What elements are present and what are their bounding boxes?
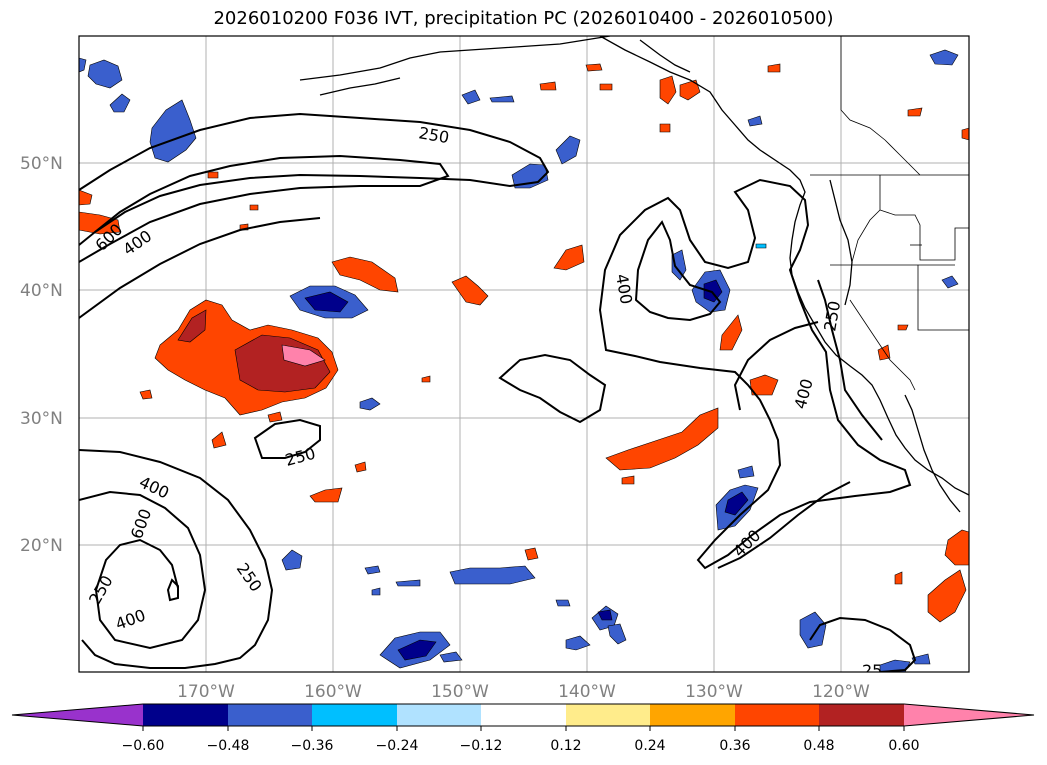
longitude-labels: 170°W 160°W 150°W 140°W 130°W 120°W [177,682,870,702]
colorbar-segment [481,704,566,726]
colorbar-segment [650,704,735,726]
lat-label-20n: 20°N [20,536,63,556]
lat-label-30n: 30°N [20,409,63,429]
colorbar-segment [566,704,650,726]
ivt-contours [79,112,917,672]
contour-label: 25 [862,661,882,680]
precip-positive-regions [79,63,969,623]
latitude-labels: 50°N 40°N 30°N 20°N [20,154,63,556]
lat-label-40n: 40°N [20,281,63,301]
colorbar-segment [735,704,819,726]
colorbar-segment [819,704,904,726]
colorbar-tick-label: −0.24 [376,738,419,754]
colorbar-high-extension [904,704,1034,726]
colorbar-tick-label: −0.36 [291,738,334,754]
colorbar-tick-label: 0.60 [888,738,919,754]
coastline [299,36,969,513]
lon-label-130w: 130°W [685,682,743,702]
lon-label-150w: 150°W [431,682,489,702]
lon-label-120w: 120°W [812,682,870,702]
lat-label-50n: 50°N [20,154,63,174]
colorbar-tick-label: 0.48 [803,738,834,754]
colorbar: −0.60 −0.48 −0.36 −0.24 −0.12 0.12 0.24 … [11,703,1035,754]
colorbar-segment [143,704,228,726]
colorbar-segment [312,704,397,726]
colorbar-segment [228,704,312,726]
map-title: 2026010200 F036 IVT, precipitation PC (2… [213,8,834,29]
map-frame [78,35,970,673]
colorbar-tick-label: −0.48 [207,738,250,754]
colorbar-tick-label: 0.36 [719,738,750,754]
lon-label-140w: 140°W [558,682,616,702]
precip-negative-regions [79,49,959,672]
colorbar-segment [397,704,481,726]
lon-label-170w: 170°W [177,682,235,702]
colorbar-tick-label: −0.60 [122,738,165,754]
graticule [79,36,969,672]
colorbar-tick-label: 0.12 [550,738,581,754]
colorbar-low-extension [12,704,143,726]
political-boundaries [810,36,969,391]
lon-label-160w: 160°W [304,682,362,702]
colorbar-tick-label: 0.24 [634,738,665,754]
colorbar-tick-label: −0.12 [460,738,503,754]
